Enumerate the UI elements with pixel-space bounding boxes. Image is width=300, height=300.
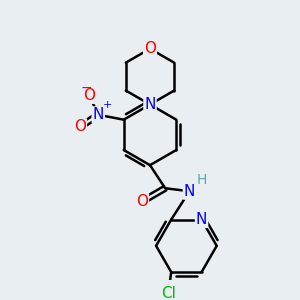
Text: Cl: Cl	[161, 286, 176, 300]
Text: O: O	[144, 41, 156, 56]
Text: N: N	[184, 184, 195, 199]
Text: H: H	[196, 173, 207, 187]
Text: N: N	[196, 212, 207, 227]
Text: +: +	[103, 100, 112, 110]
Text: O: O	[74, 119, 86, 134]
Text: O: O	[136, 194, 148, 209]
Text: −: −	[81, 81, 92, 95]
Text: N: N	[144, 97, 156, 112]
Text: O: O	[83, 88, 95, 103]
Text: N: N	[93, 107, 104, 122]
